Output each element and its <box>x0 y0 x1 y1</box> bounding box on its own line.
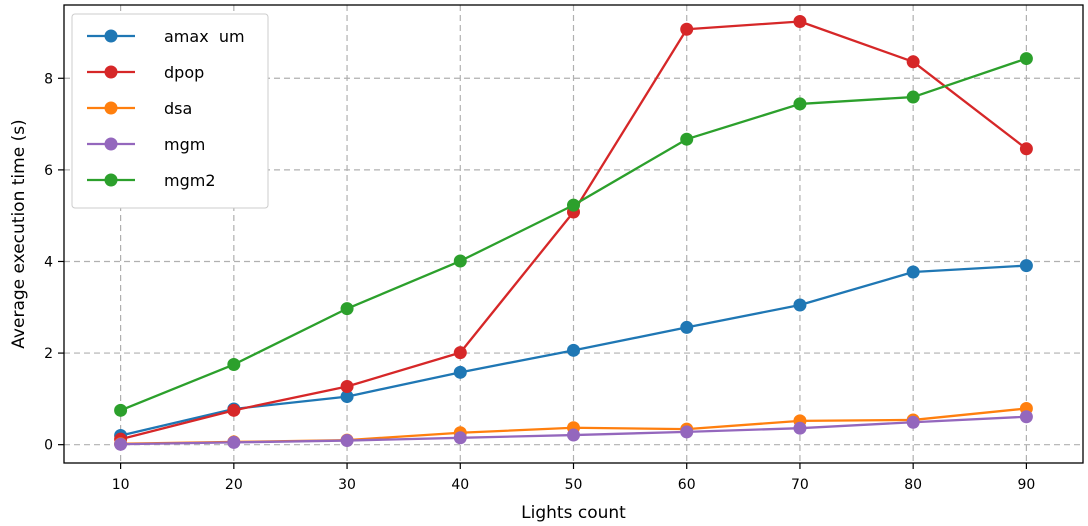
x-tick-label: 50 <box>565 477 583 493</box>
data-point <box>1019 142 1033 156</box>
data-point <box>340 302 354 316</box>
data-point <box>793 14 807 28</box>
legend-marker <box>104 101 118 115</box>
data-point <box>567 343 580 357</box>
y-tick-label: 0 <box>44 438 53 454</box>
data-point <box>567 198 580 212</box>
legend-marker <box>104 173 118 187</box>
data-point <box>453 254 467 268</box>
x-tick-label: 30 <box>338 477 356 493</box>
legend-label: mgm <box>164 135 205 154</box>
data-point <box>227 358 241 372</box>
data-point <box>1019 410 1033 424</box>
data-point <box>453 431 467 445</box>
data-point <box>906 265 920 279</box>
y-tick-label: 2 <box>44 346 53 362</box>
data-point <box>680 320 694 334</box>
legend-marker <box>104 65 118 79</box>
data-point <box>793 97 807 111</box>
y-tick-label: 6 <box>44 163 53 179</box>
legend-marker <box>104 137 118 151</box>
y-tick-label: 8 <box>44 71 53 87</box>
data-point <box>453 365 467 379</box>
data-point <box>227 403 241 417</box>
data-point <box>906 415 920 429</box>
x-tick-label: 90 <box>1017 477 1035 493</box>
x-tick-label: 70 <box>791 477 809 493</box>
legend-item: amax um <box>87 27 245 46</box>
data-point <box>793 421 807 435</box>
series-mgm <box>114 410 1033 451</box>
x-tick-label: 80 <box>904 477 922 493</box>
legend-item: dsa <box>87 99 192 118</box>
legend-label: dsa <box>164 99 192 118</box>
data-point <box>114 403 128 417</box>
legend-box <box>71 13 269 209</box>
data-point <box>793 298 807 312</box>
data-point <box>340 434 354 448</box>
data-point <box>680 22 694 36</box>
x-tick-label: 60 <box>678 477 696 493</box>
series-layer <box>114 14 1033 451</box>
data-point <box>340 390 354 404</box>
data-point <box>340 380 354 394</box>
data-point <box>906 55 920 69</box>
data-point <box>680 425 694 439</box>
data-point <box>1019 259 1033 273</box>
x-tick-label: 10 <box>112 477 130 493</box>
axis-ticks: 10 20 30 40 50 60 70 80 90 0 2 4 6 8 <box>44 71 1035 493</box>
x-tick-label: 20 <box>225 477 243 493</box>
data-point <box>567 428 580 442</box>
legend-label: dpop <box>164 63 204 82</box>
legend-label: mgm2 <box>164 171 216 190</box>
legend-label: amax um <box>164 27 245 46</box>
legend-item: mgm <box>87 135 205 154</box>
legend-item: dpop <box>87 63 204 82</box>
data-point <box>906 90 920 104</box>
series-dpop <box>114 14 1033 446</box>
series-mgm2 <box>114 52 1033 417</box>
data-point <box>680 132 694 146</box>
data-point <box>1019 52 1033 66</box>
legend: amax um dpop dsa mgm mgm2 <box>71 13 269 209</box>
data-point <box>453 346 467 360</box>
legend-marker <box>104 29 118 43</box>
y-axis-label: Average execution time (s) <box>9 119 29 348</box>
y-tick-label: 4 <box>44 254 53 270</box>
data-point <box>227 435 241 449</box>
legend-item: mgm2 <box>87 171 216 190</box>
x-axis-label: Lights count <box>521 503 626 523</box>
x-tick-label: 40 <box>451 477 469 493</box>
data-point <box>114 437 128 451</box>
